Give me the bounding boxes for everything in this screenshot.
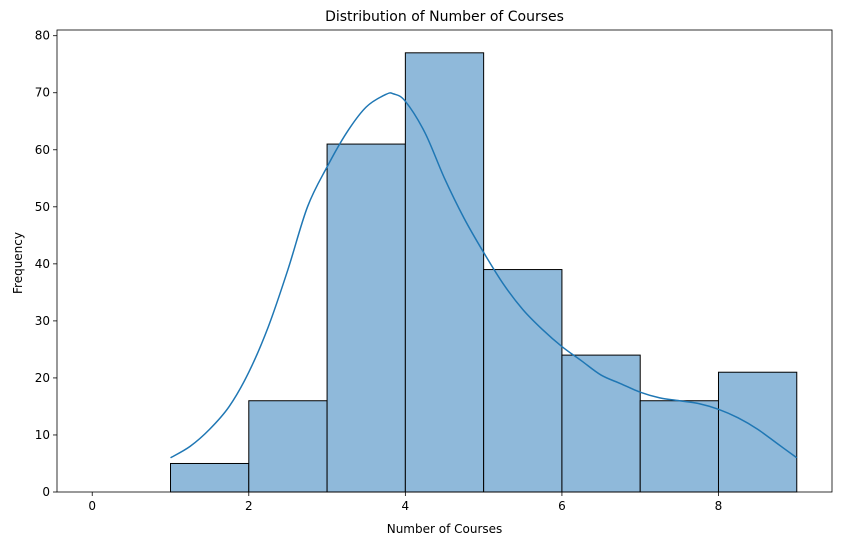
y-tick-label-3: 30: [35, 314, 50, 328]
x-tick-label-1: 2: [245, 499, 253, 513]
y-tick-label-8: 80: [35, 29, 50, 43]
y-axis-ticks: 0 10 20 30 40 50 60 70 80: [35, 29, 57, 499]
histogram-bar-6: [561, 354, 641, 493]
histogram-bars: [170, 52, 798, 493]
y-tick-label-5: 50: [35, 200, 50, 214]
y-tick-label-0: 0: [42, 485, 50, 499]
y-tick-label-7: 70: [35, 86, 50, 100]
kde-curve: [170, 92, 798, 459]
histogram-bar-2: [248, 400, 328, 493]
histogram-bar-4: [404, 52, 485, 493]
histogram-bar-1: [170, 462, 250, 493]
histogram-bar-8: [717, 371, 798, 493]
y-tick-label-4: 40: [35, 257, 50, 271]
plot-frame: [56, 29, 833, 493]
x-axis-ticks: 0 2 4 6 8: [88, 492, 722, 513]
x-tick-label-3: 6: [558, 499, 566, 513]
y-tick-label-2: 20: [35, 371, 50, 385]
histogram-bar-5: [483, 269, 563, 493]
x-tick-label-0: 0: [88, 499, 96, 513]
histogram-bar-7: [639, 400, 719, 493]
y-axis-label: Frequency: [11, 232, 25, 294]
y-tick-label-1: 10: [35, 428, 50, 442]
x-axis-label: Number of Courses: [387, 522, 503, 536]
x-tick-label-2: 4: [402, 499, 410, 513]
x-tick-label-4: 8: [715, 499, 723, 513]
y-tick-label-6: 60: [35, 143, 50, 157]
histogram-bar-3: [326, 143, 406, 493]
chart-title: Distribution of Number of Courses: [325, 9, 564, 25]
